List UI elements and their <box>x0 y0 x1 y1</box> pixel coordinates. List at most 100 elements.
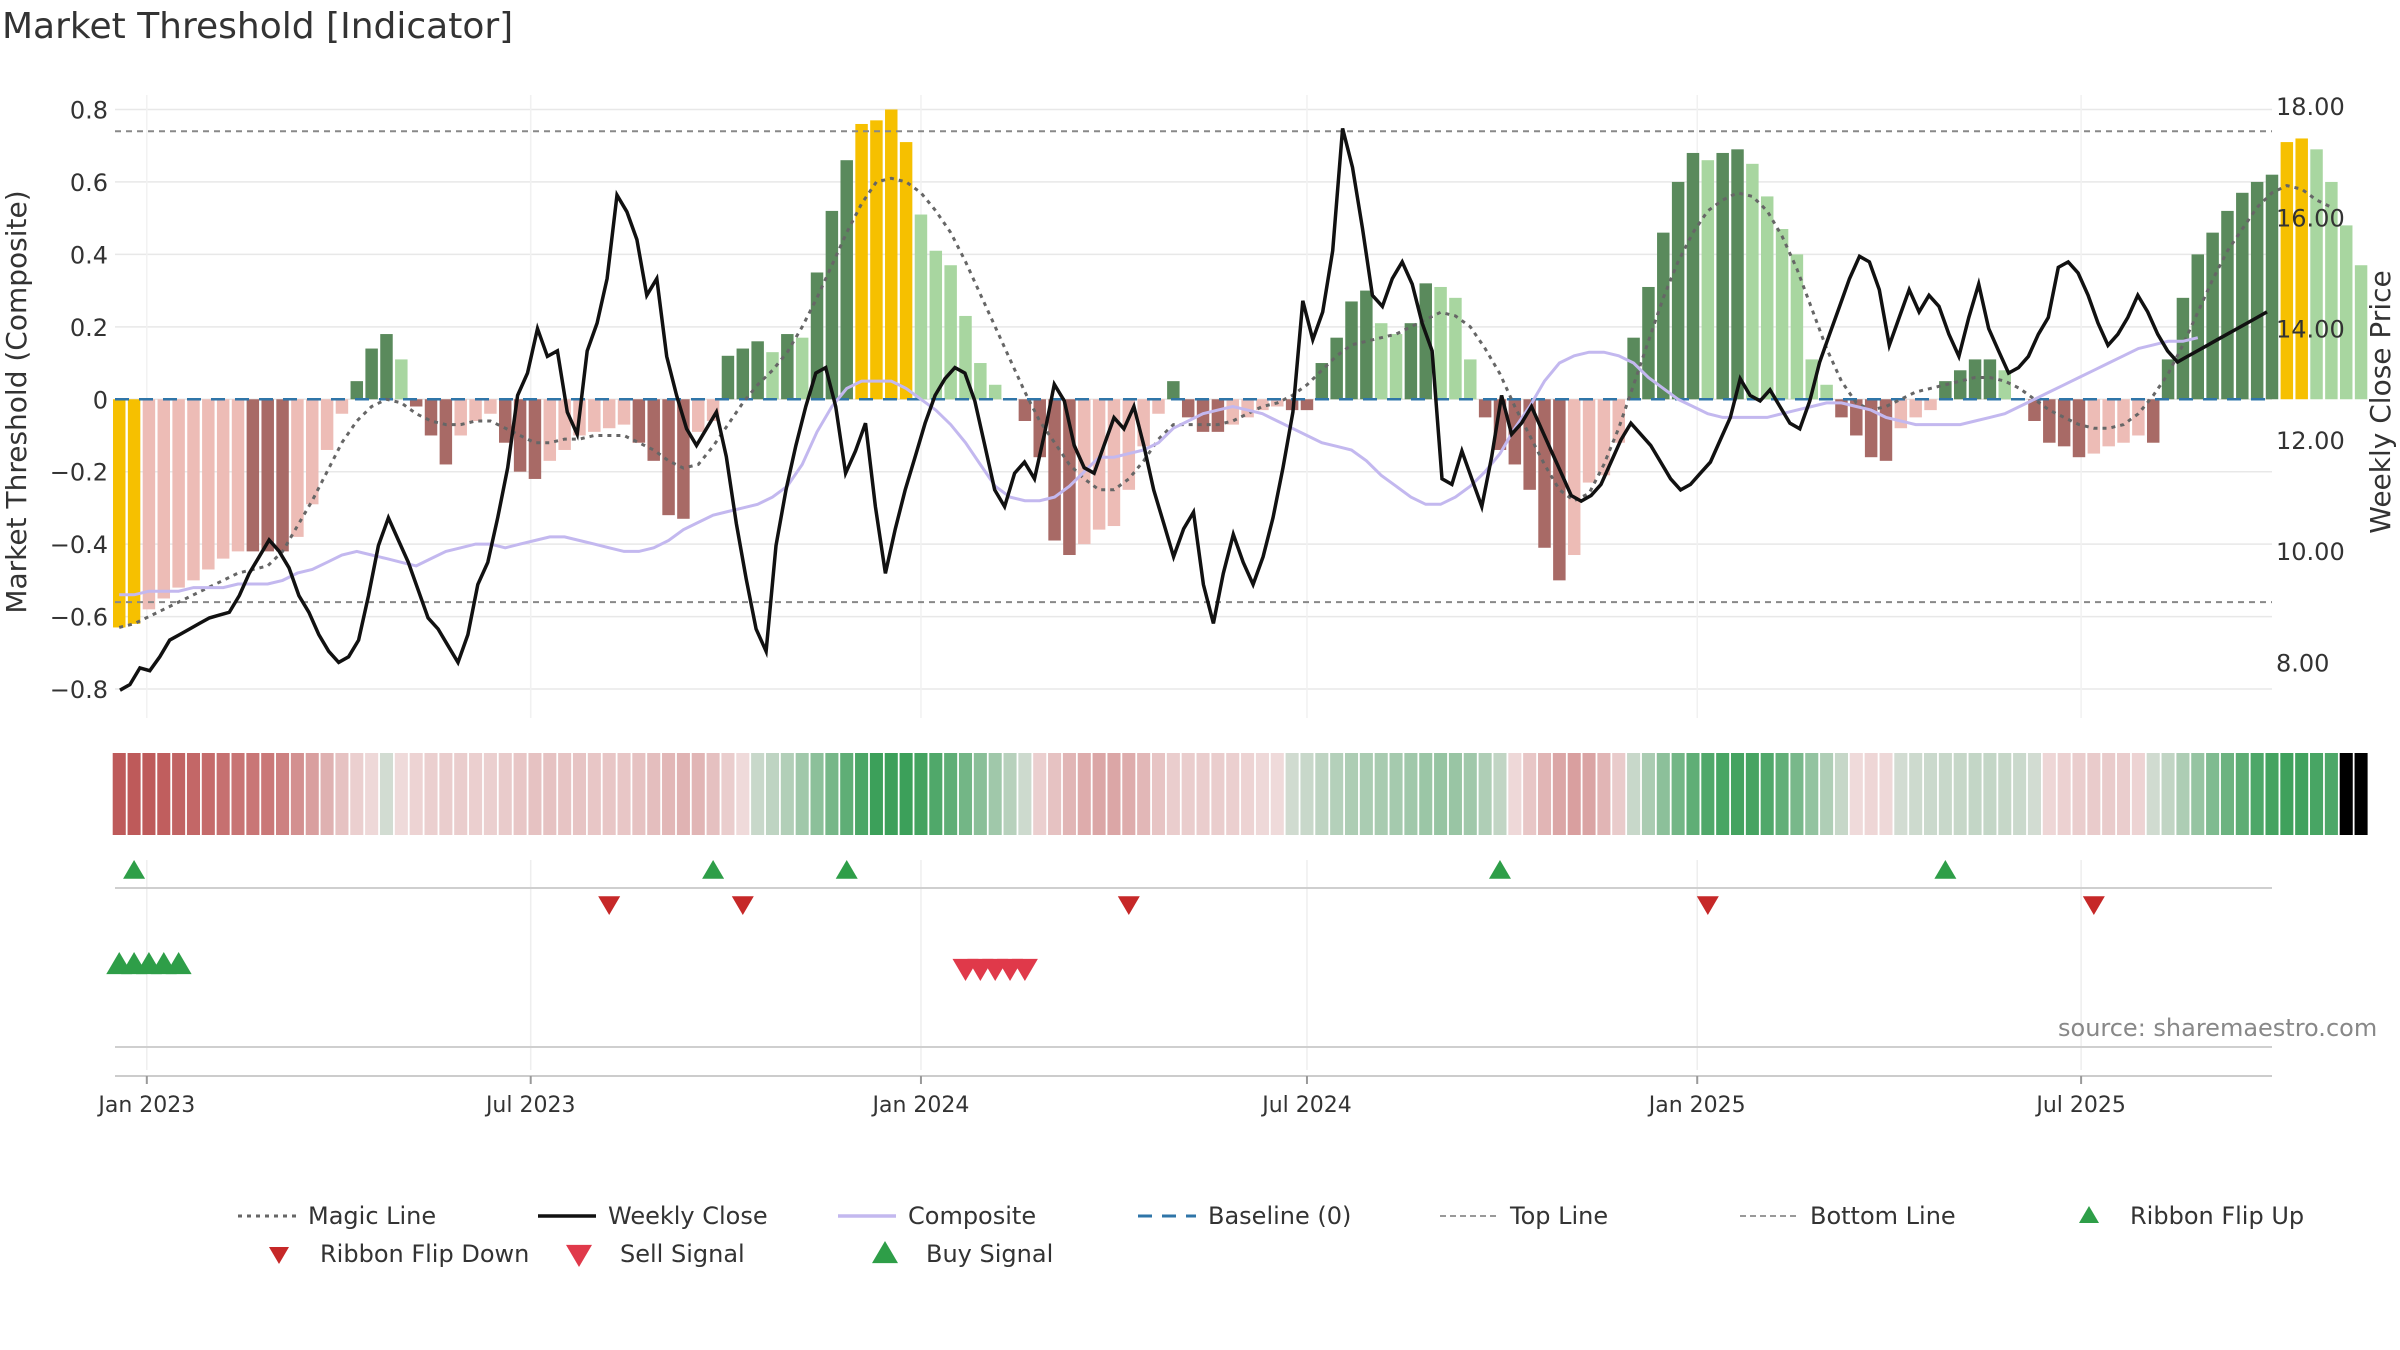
ribbon-segment <box>1255 753 1269 835</box>
histogram-bar <box>1924 399 1937 411</box>
y-tick-label: 0 <box>93 386 108 414</box>
ribbon-segment <box>1211 753 1225 835</box>
buy-signal-marker <box>165 952 192 975</box>
histogram-bar <box>1820 384 1833 400</box>
histogram-bar <box>1464 359 1477 400</box>
magic-line <box>118 176 2333 629</box>
ribbon-segment <box>350 753 364 835</box>
ribbon-segment <box>127 753 141 835</box>
histogram-bar <box>766 352 779 400</box>
legend-label: Sell Signal <box>620 1240 745 1268</box>
ribbon-segment <box>469 753 483 835</box>
histogram-bar <box>1122 399 1136 490</box>
histogram-bar <box>1582 399 1596 483</box>
legend-item: Bottom Line <box>1740 1202 1956 1230</box>
histogram-bar <box>454 399 467 436</box>
ribbon-segment <box>1879 753 1893 835</box>
ribbon-segment <box>2339 753 2353 835</box>
ribbon-segment <box>2265 753 2279 835</box>
ribbon-flip-down-marker <box>598 896 621 915</box>
y-tick-label: −0.8 <box>50 676 108 704</box>
ribbon-segment <box>424 753 438 835</box>
histogram-bar <box>1939 381 1952 400</box>
ribbon-segment <box>1582 753 1596 835</box>
chart-title: Market Threshold [Indicator] <box>2 6 514 47</box>
ribbon-segment <box>1537 753 1552 835</box>
histogram-bar <box>2354 265 2368 400</box>
ribbon-segment <box>617 753 631 835</box>
ribbon-segment <box>1270 753 1284 835</box>
histogram-bar <box>1894 399 1908 429</box>
histogram-bar <box>1152 399 1165 414</box>
y-axis-label: Market Threshold (Composite) <box>0 190 33 613</box>
ribbon-segment <box>1909 753 1923 835</box>
histogram-bar <box>484 399 497 414</box>
ribbon-segment <box>1983 753 1997 835</box>
x-axis: Jan 2023 Jul 2023 Jan 2024 Jul 2024 Jan 2025… <box>96 1075 2272 1118</box>
legend-item: Magic Line <box>238 1202 436 1230</box>
histogram-bar <box>350 381 364 400</box>
histogram-bar <box>424 399 438 436</box>
legend-item: Ribbon Flip Up <box>2079 1202 2304 1230</box>
histogram-bar <box>1300 399 1314 411</box>
ribbon-segment <box>1092 753 1106 835</box>
x-tick-label: Jan 2024 <box>871 1093 970 1118</box>
ribbon-segment <box>676 753 690 835</box>
histogram-bar <box>870 120 883 400</box>
ribbon-segment <box>1923 753 1938 835</box>
histogram-bar <box>276 399 289 552</box>
ribbon-segment <box>1478 753 1492 835</box>
histogram-bar <box>2191 254 2205 400</box>
ribbon-segment <box>2324 753 2338 835</box>
ribbon-segment <box>914 753 928 835</box>
ribbon-segment <box>394 753 408 835</box>
ribbon-segment <box>2102 753 2116 835</box>
ribbon-segment <box>439 753 453 835</box>
ribbon-segment <box>2176 753 2190 835</box>
ribbon-segment <box>1033 753 1047 835</box>
y-tick-label: −0.2 <box>50 459 108 487</box>
ribbon-segment <box>246 753 260 835</box>
ribbon-segment <box>1122 753 1136 835</box>
ribbon-segment <box>587 753 601 835</box>
histogram-bar <box>944 265 957 400</box>
ribbon-segment <box>840 753 854 835</box>
histogram-bar <box>2221 210 2234 400</box>
histogram-bar <box>1419 283 1432 400</box>
histogram-bar <box>2250 181 2264 400</box>
histogram-bar <box>1953 370 1967 400</box>
histogram-bar <box>1181 399 1195 418</box>
ribbon-flip-down-marker <box>2082 896 2105 915</box>
ribbon-segment <box>320 753 334 835</box>
ribbon-segment <box>2280 753 2294 835</box>
ribbon-segment <box>1493 753 1507 835</box>
ribbon-segment <box>1389 753 1403 835</box>
ribbon-segment <box>1953 753 1967 835</box>
histogram-bar <box>395 359 408 400</box>
y2-tick-label: 14.00 <box>2276 316 2345 344</box>
ribbon-segment <box>1760 753 1774 835</box>
histogram-bar <box>261 399 274 552</box>
ribbon-segment <box>1805 753 1819 835</box>
ribbon-segment <box>825 753 839 835</box>
histogram-bar <box>988 384 1002 400</box>
histogram-bar <box>1657 232 1670 400</box>
ribbon-segment <box>1315 753 1329 835</box>
histogram-bar <box>1167 381 1180 400</box>
histogram-bar <box>2146 399 2160 443</box>
ribbon-segment <box>647 753 661 835</box>
ribbon-segment <box>1745 753 1759 835</box>
ribbon-segment <box>2146 753 2160 835</box>
ribbon-segment <box>1330 753 1344 835</box>
histogram-bar <box>2132 399 2145 436</box>
histogram-bar <box>306 399 319 505</box>
histogram-bar <box>1968 359 1982 400</box>
histogram-bar <box>1731 149 1744 400</box>
ribbon-segment <box>780 753 794 835</box>
y2-tick-label: 8.00 <box>2276 649 2329 677</box>
y2-tick-label: 16.00 <box>2276 204 2345 232</box>
histogram-bar <box>662 399 675 516</box>
legend-item: Buy Signal <box>872 1240 1053 1268</box>
histogram-bar <box>246 399 260 552</box>
ribbon-segment <box>2027 753 2041 835</box>
